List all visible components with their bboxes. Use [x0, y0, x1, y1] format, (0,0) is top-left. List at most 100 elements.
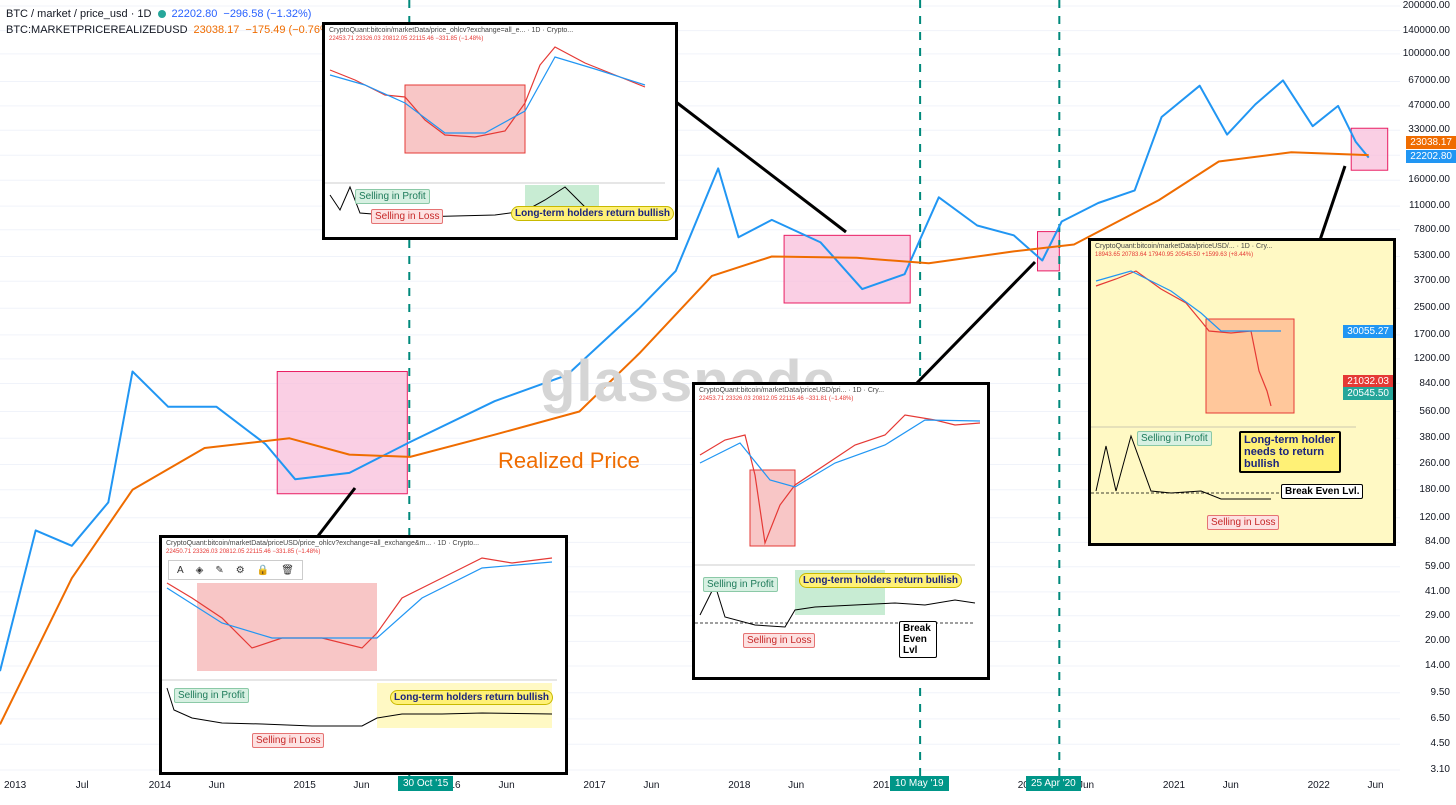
inset-header: CryptoQuant:bitcoin/marketData/priceUSD/…: [1095, 243, 1273, 250]
y-tick-label: 67000.00: [1408, 75, 1450, 87]
inset-ohlc: 18943.65 20783.64 17940.95 20545.50 +159…: [1095, 252, 1254, 258]
y-tick-label: 6.50: [1430, 712, 1450, 724]
selling-in-loss-label: Selling in Loss: [371, 209, 444, 224]
x-tick-label: 2014: [148, 780, 171, 791]
inset-header: CryptoQuant:bitcoin/marketData/priceUSD/…: [166, 540, 480, 547]
x-tick-label: Jun: [1077, 780, 1095, 791]
realized-price-tag: 23038.17: [1406, 136, 1456, 149]
inset-tag-price: 20545.50: [1343, 387, 1393, 400]
lock-icon[interactable]: 🔒: [256, 564, 270, 576]
date-marker-1: 30 Oct '15: [398, 776, 454, 791]
y-tick-label: 41.00: [1424, 585, 1450, 597]
drawing-toolbar[interactable]: A ◈ ✎ ⚙ 🔒 🗑: [168, 560, 303, 580]
y-tick-label: 120.00: [1419, 511, 1450, 523]
y-tick-label: 260.00: [1419, 458, 1450, 470]
inset-indicator-line: [166, 687, 553, 727]
loss-zone: [197, 583, 377, 671]
connector-lines: [316, 100, 1347, 537]
legend-title: BTC / market / price_usd · 1D: [6, 8, 152, 20]
y-tick-label: 7800.00: [1413, 223, 1450, 235]
y-tick-label: 560.00: [1419, 405, 1450, 417]
y-tick-label: 14.00: [1424, 659, 1450, 671]
inset-indicator-line: [699, 583, 976, 628]
inset-plot: [695, 414, 981, 628]
status-dot-icon: [157, 10, 166, 18]
y-tick-label: 140000.00: [1402, 24, 1450, 36]
y-tick-label: 3700.00: [1413, 275, 1450, 287]
selling-in-profit-label: Selling in Profit: [1137, 431, 1212, 446]
settings-icon[interactable]: ⚙: [235, 564, 245, 576]
x-tick-label: Jun: [208, 780, 225, 791]
y-tick-label: 380.00: [1419, 432, 1450, 444]
inset-indicator-line: [1095, 434, 1271, 500]
legend-price-change: −296.58 (−1.32%): [223, 8, 312, 20]
x-tick-label: Jun: [788, 780, 805, 791]
loss-zone: [404, 84, 526, 154]
inset-price-line: [699, 414, 981, 546]
x-tick-label: Jun: [353, 780, 370, 791]
x-tick-label: 2022: [1307, 780, 1330, 791]
inset-chart-3: CryptoQuant:bitcoin/marketData/priceUSD/…: [692, 382, 990, 680]
current-price-tag: 22202.80: [1406, 150, 1456, 163]
y-tick-label: 2500.00: [1413, 302, 1450, 314]
y-tick-label: 180.00: [1419, 483, 1450, 495]
inset-ma-line: [699, 419, 981, 488]
inset-ohlc: 22450.71 23326.03 20812.05 22115.46 −331…: [166, 549, 321, 555]
x-tick-label: 2019: [872, 780, 896, 791]
x-tick-label: Jun: [643, 780, 660, 791]
inset-chart-1: CryptoQuant:bitcoin/marketData/price_ohl…: [322, 22, 678, 240]
bullish-label: Long-term holders return bullish: [390, 690, 554, 705]
fill-tool-icon[interactable]: ◈: [195, 564, 204, 576]
series-layer: [0, 79, 1370, 725]
inset-header: CryptoQuant:bitcoin/marketData/priceUSD/…: [699, 387, 885, 394]
y-tick-label: 5300.00: [1413, 250, 1450, 262]
highlight-zone: [1350, 127, 1389, 171]
inset-chart-4: CryptoQuant:bitcoin/marketData/priceUSD/…: [1088, 238, 1396, 546]
date-marker-3: 25 Apr '20: [1026, 776, 1081, 791]
realized-price-label: Realized Price: [498, 448, 640, 473]
x-tick-label: 2015: [293, 780, 316, 791]
inset-chart-2: CryptoQuant:bitcoin/marketData/priceUSD/…: [159, 535, 568, 775]
y-tick-label: 11000.00: [1409, 200, 1450, 212]
connector-line: [316, 487, 357, 537]
highlight-zone: [783, 234, 911, 304]
y-tick-label: 29.00: [1424, 609, 1450, 621]
highlight-zone: [276, 371, 408, 495]
inset-ma-line: [329, 56, 646, 134]
x-tick-label: 2021: [1162, 780, 1186, 791]
legend-realized-value: 23038.17: [193, 24, 240, 36]
trash-icon[interactable]: 🗑: [281, 564, 294, 576]
legend: BTC / market / price_usd · 1D 22202.80 −…: [6, 6, 334, 38]
y-tick-label: 1200.00: [1413, 352, 1450, 364]
selling-in-loss-label: Selling in Loss: [1207, 515, 1280, 530]
y-tick-label: 200000.00: [1402, 0, 1450, 11]
selling-in-loss-label: Selling in Loss: [252, 733, 325, 748]
inset-price-line: [166, 557, 553, 649]
break-even-label: Break Even Lvl: [899, 621, 937, 658]
connector-line: [913, 260, 1037, 387]
selling-in-profit-label: Selling in Profit: [355, 189, 430, 204]
legend-realized-change: −175.49 (−0.76%): [245, 24, 334, 36]
y-tick-label: 33000.00: [1408, 124, 1450, 136]
selling-in-profit-label: Selling in Profit: [174, 688, 249, 703]
series-line-realized-price: [0, 151, 1369, 725]
series-line-btc-price: [0, 79, 1370, 672]
bullish-label: Long-term holders return bullish: [799, 573, 963, 588]
inset-header: CryptoQuant:bitcoin/marketData/price_ohl…: [329, 27, 574, 34]
y-tick-label: 9.50: [1430, 686, 1450, 698]
y-tick-label: 100000.00: [1402, 47, 1450, 59]
y-tick-label: 20.00: [1424, 635, 1450, 647]
connector-line: [675, 100, 847, 234]
inset-ohlc: 22453.71 23326.03 20812.05 22115.46 −331…: [329, 36, 484, 42]
y-tick-label: 1700.00: [1413, 328, 1450, 340]
y-tick-label: 840.00: [1419, 377, 1450, 389]
x-tick-label: Jun: [1222, 780, 1239, 791]
y-tick-label: 3.10: [1430, 764, 1450, 775]
x-tick-label: 2017: [583, 780, 606, 791]
inset-ma-line: [1095, 270, 1281, 332]
text-tool-icon[interactable]: A: [177, 564, 184, 576]
y-tick-label: 4.50: [1430, 738, 1450, 750]
pen-tool-icon[interactable]: ✎: [215, 564, 224, 576]
legend-price-value: 22202.80: [171, 8, 218, 20]
